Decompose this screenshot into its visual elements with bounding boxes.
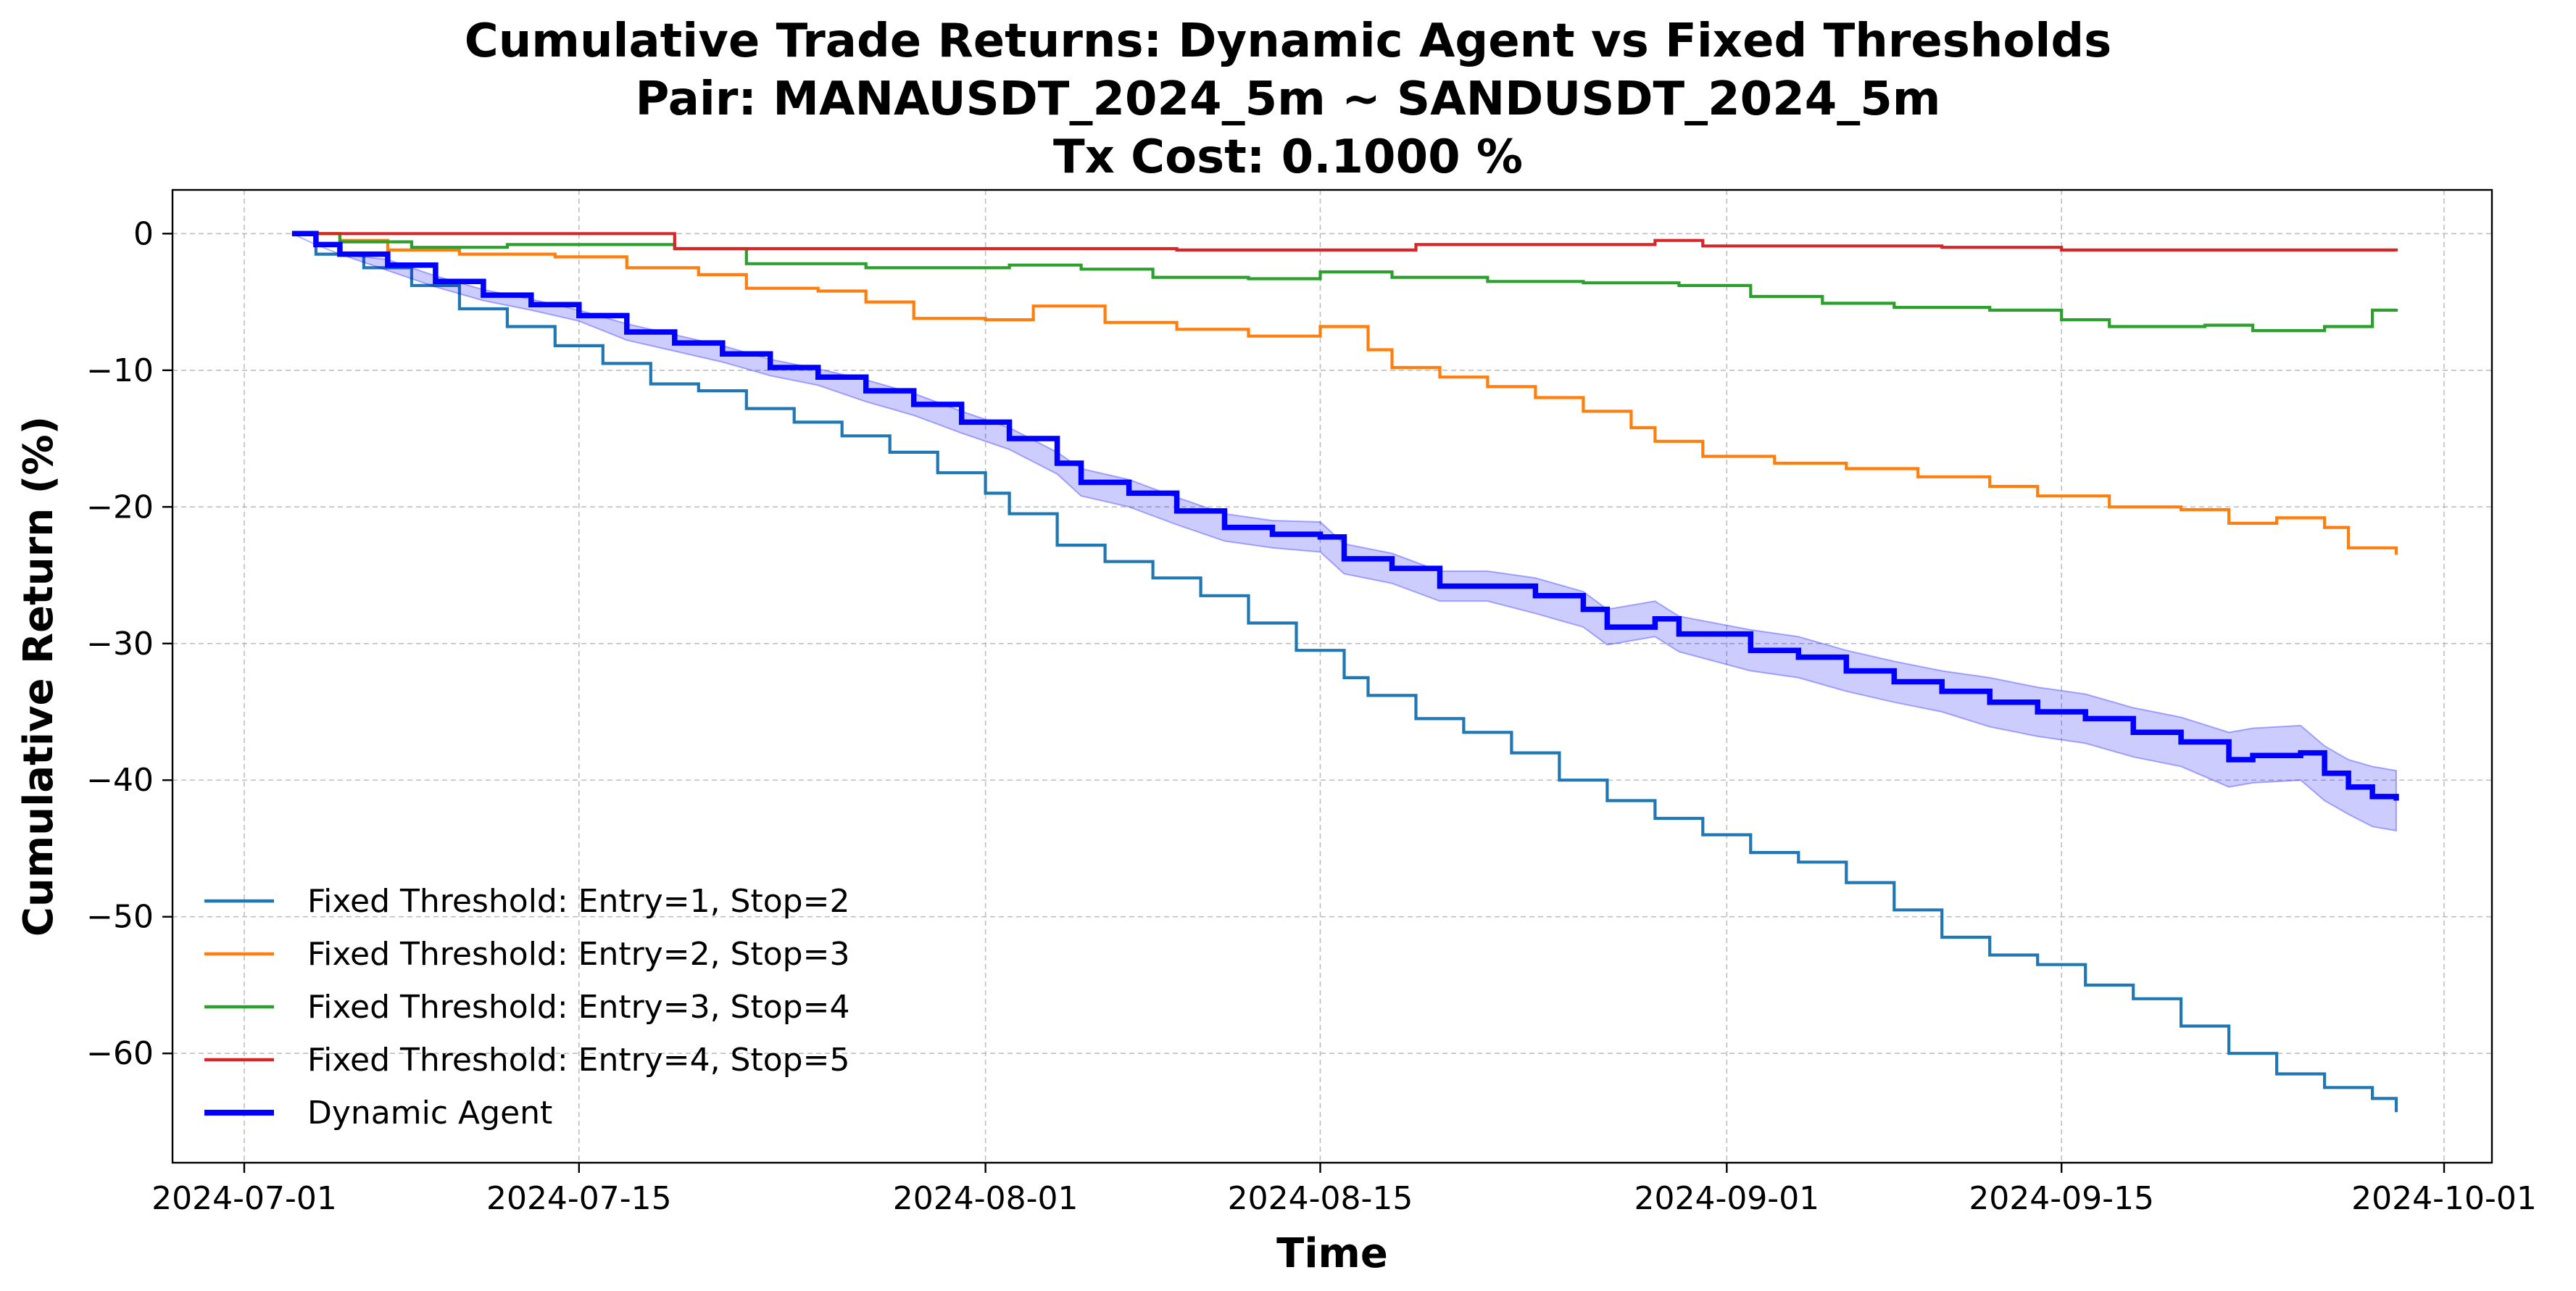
x-tick-label: 2024-07-15	[486, 1180, 672, 1217]
y-tick-label: −60	[86, 1035, 154, 1072]
y-tick-label: −30	[86, 626, 154, 663]
series-fixed-threshold-entry-1-stop-2	[291, 232, 2398, 1113]
grid	[173, 190, 2492, 1163]
plot-series	[291, 231, 2399, 1113]
legend-label-fixed-threshold-entry-4-stop-5: Fixed Threshold: Entry=4, Stop=5	[307, 1042, 849, 1079]
y-tick-label: −10	[86, 352, 154, 389]
axis-ticks: 2024-07-01 2024-07-15 2024-08-01 2024-08-15…	[86, 215, 2537, 1217]
chart-title-line-1: Cumulative Trade Returns: Dynamic Agent …	[465, 14, 2111, 68]
chart-title-line-3: Tx Cost: 0.1000 %	[1053, 130, 1523, 184]
legend-label-dynamic-agent: Dynamic Agent	[307, 1095, 552, 1132]
series-line-fixed-threshold-entry-2-stop-3	[291, 232, 2398, 555]
x-tick-label: 2024-10-01	[2351, 1180, 2537, 1217]
axes-frame	[171, 188, 2493, 1164]
x-tick-label: 2024-08-15	[1228, 1180, 1413, 1217]
series-line-fixed-threshold-entry-4-stop-5	[291, 232, 2398, 252]
series-dynamic-agent	[291, 231, 2399, 832]
x-axis-label: Time	[1276, 1230, 1388, 1277]
y-tick-label: −20	[86, 489, 154, 526]
x-tick-label: 2024-09-01	[1634, 1180, 1819, 1217]
legend-label-fixed-threshold-entry-3-stop-4: Fixed Threshold: Entry=3, Stop=4	[307, 989, 849, 1026]
x-tick-label: 2024-08-01	[893, 1180, 1079, 1217]
legend-label-fixed-threshold-entry-1-stop-2: Fixed Threshold: Entry=1, Stop=2	[307, 883, 849, 920]
legend-label-fixed-threshold-entry-2-stop-3: Fixed Threshold: Entry=2, Stop=3	[307, 936, 849, 973]
chart-title-line-2: Pair: MANAUSDT_2024_5m ~ SANDUSDT_2024_5…	[636, 72, 1941, 126]
series-fixed-threshold-entry-4-stop-5	[291, 232, 2398, 252]
y-tick-label: 0	[133, 215, 154, 252]
series-line-dynamic-agent	[291, 231, 2399, 801]
legend: Fixed Threshold: Entry=1, Stop=2 Fixed Th…	[204, 883, 849, 1132]
series-fixed-threshold-entry-2-stop-3	[291, 232, 2398, 555]
dynamic-agent-band	[291, 233, 2397, 832]
series-line-fixed-threshold-entry-1-stop-2	[291, 232, 2398, 1113]
y-axis-label: Cumulative Return (%)	[15, 416, 62, 937]
chart-title: Cumulative Trade Returns: Dynamic Agent …	[465, 14, 2111, 184]
y-tick-label: −40	[86, 762, 154, 799]
x-tick-label: 2024-09-15	[1969, 1180, 2154, 1217]
y-tick-label: −50	[86, 899, 154, 936]
x-tick-label: 2024-07-01	[151, 1180, 337, 1217]
